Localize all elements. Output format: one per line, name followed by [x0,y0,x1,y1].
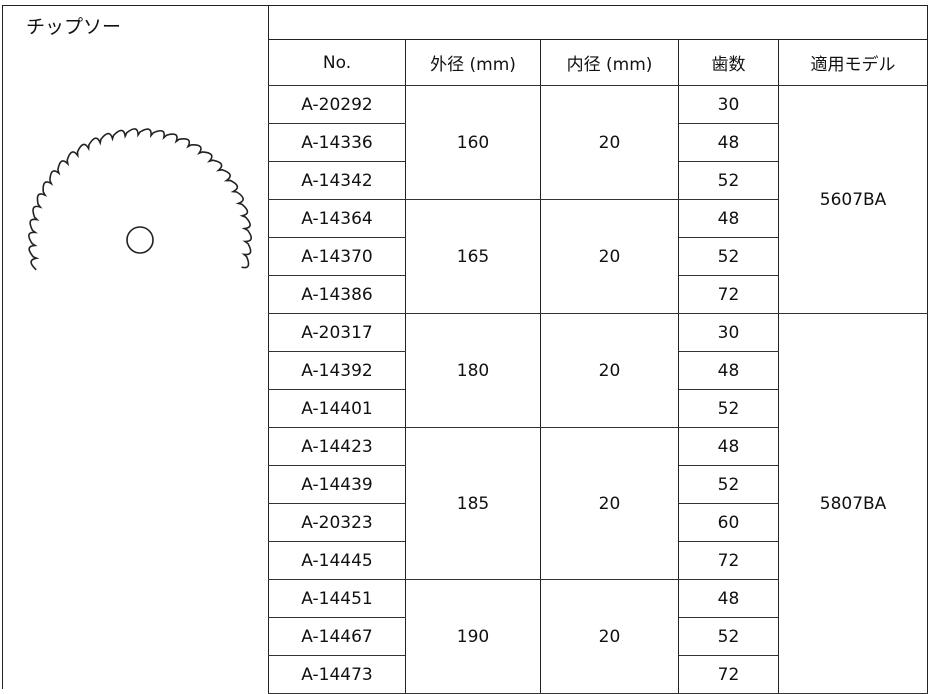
teeth-count: 72 [678,275,779,314]
outer-diameter: 190 [405,579,541,694]
part-number: A-14401 [268,389,406,428]
part-number: A-14473 [268,655,406,694]
blank-row [267,5,928,40]
column-header: No. [268,39,406,86]
table-row: A-14336 48 [268,123,928,162]
teeth-count: 52 [678,237,779,276]
blank-cell [267,5,928,40]
teeth-count: 30 [678,85,779,124]
table-row: A-14451 190 20 48 [268,579,928,694]
table-row: A-20323 60 [268,503,928,542]
inner-diameter: 20 [540,85,679,200]
table-row: A-14392 48 [268,351,928,390]
model: 5607BA [777,85,928,314]
table-row: A-14473 72 [268,655,928,694]
arbor-hole [126,226,154,254]
part-number: A-14423 [268,427,406,466]
teeth-count: 72 [678,655,779,694]
table-row: A-20317 180 20 30 5807BA [268,313,928,694]
part-number: A-14342 [268,161,406,200]
part-number: A-20317 [268,313,406,352]
teeth-count: 72 [678,541,779,580]
part-number: A-14445 [268,541,406,580]
table-row: A-14445 72 [268,541,928,580]
outer-diameter: 160 [405,85,541,200]
teeth-count: 48 [678,351,779,390]
inner-diameter: 20 [540,579,679,694]
saw-teeth [28,128,252,271]
inner-diameter: 20 [540,427,679,580]
table-row: A-14467 52 [268,617,928,656]
table-row: A-14370 52 [268,237,928,276]
part-number: A-14467 [268,617,406,656]
teeth-count: 52 [678,389,779,428]
teeth-count: 48 [678,123,779,162]
teeth-count: 48 [678,427,779,466]
table-row: A-20292 160 20 30 5607BA [268,85,928,314]
outer-diameter: 185 [405,427,541,580]
part-number: A-14386 [268,275,406,314]
outer-diameter: 180 [405,313,541,428]
header-row: No. 外径 (mm) 内径 (mm) 歯数 適用モデル [268,39,928,86]
table-row: A-14386 72 [268,275,928,314]
part-number: A-14392 [268,351,406,390]
table-row: A-14364 165 20 48 [268,199,928,314]
table-row: A-14423 185 20 48 [268,427,928,580]
teeth-count: 30 [678,313,779,352]
table-row: A-14342 52 [268,161,928,200]
part-number: A-20292 [268,85,406,124]
teeth-count: 52 [678,161,779,200]
part-number: A-14336 [268,123,406,162]
teeth-count: 48 [678,579,779,618]
saw-blade-illustration [28,128,252,271]
column-header: 内径 (mm) [540,39,679,86]
outer-diameter: 165 [405,199,541,314]
part-number: A-14364 [268,199,406,238]
teeth-count: 52 [678,465,779,504]
spec-table: No. 外径 (mm) 内径 (mm) 歯数 適用モデル A-20292 160 20 30 56… [267,5,928,694]
column-header: 外径 (mm) [405,39,541,86]
inner-diameter: 20 [540,199,679,314]
column-header: 歯数 [678,39,779,86]
part-number: A-14451 [268,579,406,618]
table-row: A-14439 52 [268,465,928,504]
inner-diameter: 20 [540,313,679,428]
teeth-count: 48 [678,199,779,238]
part-number: A-14439 [268,465,406,504]
title: チップソー [26,16,122,38]
model: 5807BA [777,313,928,694]
part-number: A-14370 [268,237,406,276]
teeth-count: 60 [678,503,779,542]
table-row: A-14401 52 [268,389,928,428]
part-number: A-20323 [268,503,406,542]
teeth-count: 52 [678,617,779,656]
column-header: 適用モデル [777,39,928,86]
